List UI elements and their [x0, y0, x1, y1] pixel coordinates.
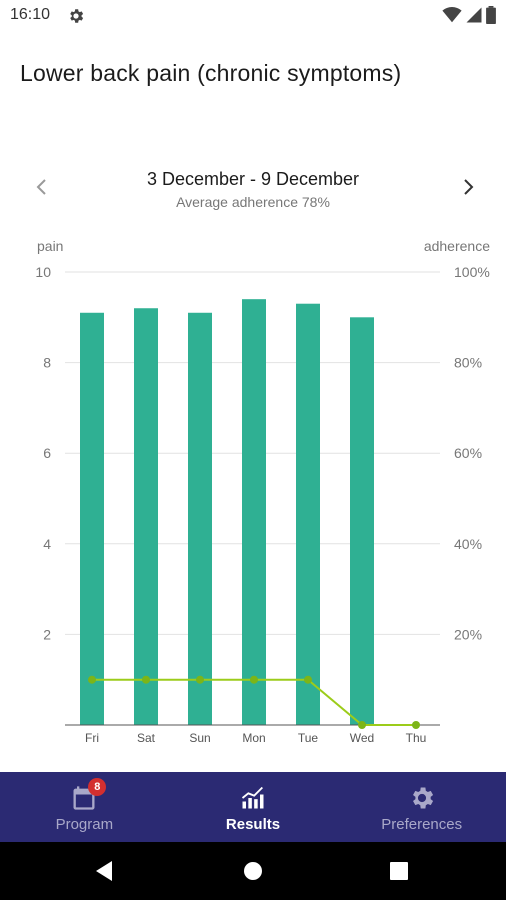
next-week-button[interactable] — [456, 175, 480, 199]
results-chart: pain adherence 2 20% 4 40% 6 60% 8 80% 10 100% Fri Sa… — [0, 230, 506, 750]
pain-bar — [242, 299, 266, 725]
tab-program[interactable]: 8 Program — [0, 772, 169, 842]
y-tick-left: 4 — [43, 536, 51, 552]
adherence-point — [304, 675, 312, 684]
wifi-icon — [442, 7, 462, 28]
chart-icon — [239, 784, 267, 812]
y-axis-title-right: adherence — [424, 238, 490, 254]
adherence-point — [88, 675, 96, 684]
y-tick-left: 6 — [43, 445, 51, 461]
tab-results-label: Results — [225, 816, 281, 833]
y-tick-left: 8 — [43, 355, 51, 371]
system-navigation-bar — [0, 842, 506, 900]
gear-icon — [408, 784, 436, 812]
average-adherence: Average adherence 78% — [176, 194, 330, 210]
pain-bar — [80, 312, 104, 725]
y-tick-right: 20% — [454, 626, 482, 642]
tab-results[interactable]: Results — [169, 772, 338, 842]
pain-bar — [296, 303, 320, 725]
week-range: 3 December - 9 December — [146, 169, 360, 189]
x-tick-label: Sun — [189, 731, 210, 745]
chevron-right-icon — [464, 179, 474, 195]
y-tick-right: 80% — [454, 355, 482, 371]
x-tick-label: Wed — [350, 731, 374, 745]
status-right — [442, 6, 496, 29]
signal-icon — [465, 6, 483, 29]
adherence-point — [196, 675, 204, 684]
x-tick-label: Thu — [406, 731, 427, 745]
calendar-icon: 8 — [70, 778, 107, 812]
y-tick-right: 60% — [454, 445, 482, 461]
tab-program-label: Program — [55, 816, 114, 833]
y-tick-left: 2 — [43, 626, 51, 642]
y-tick-left: 10 — [35, 264, 51, 280]
chevron-left-icon — [36, 179, 46, 195]
pain-bar — [134, 308, 158, 725]
pain-bar — [350, 317, 374, 725]
x-tick-label: Tue — [298, 731, 319, 745]
y-tick-right: 100% — [454, 264, 490, 280]
x-tick-label: Sat — [137, 731, 156, 745]
page-title: Lower back pain (chronic symptoms) — [20, 60, 402, 86]
back-icon[interactable] — [94, 861, 114, 886]
status-time: 16:10 — [10, 6, 51, 23]
bottom-navigation: 8 Program Results Preferences — [0, 772, 506, 842]
previous-week-button[interactable] — [30, 175, 54, 199]
chart-svg: pain adherence 2 20% 4 40% 6 60% 8 80% 10 100% Fri Sa… — [35, 238, 490, 745]
battery-icon — [486, 6, 496, 29]
week-navigator: 3 December - 9 December Average adherenc… — [0, 165, 506, 215]
adherence-point — [250, 675, 258, 684]
pain-bar — [188, 312, 212, 725]
adherence-point — [358, 721, 366, 729]
tab-preferences[interactable]: Preferences — [337, 772, 506, 842]
x-tick-label: Mon — [242, 731, 265, 745]
x-tick-label: Fri — [85, 731, 99, 745]
adherence-point — [142, 675, 150, 684]
home-icon[interactable] — [243, 861, 263, 886]
y-tick-right: 40% — [454, 536, 482, 552]
program-badge: 8 — [88, 778, 107, 796]
adherence-point — [412, 721, 420, 729]
recents-icon[interactable] — [390, 862, 408, 885]
tab-preferences-label: Preferences — [381, 816, 463, 833]
y-axis-title-left: pain — [37, 238, 63, 254]
settings-icon — [67, 7, 85, 30]
status-bar: 16:10 — [0, 0, 506, 32]
